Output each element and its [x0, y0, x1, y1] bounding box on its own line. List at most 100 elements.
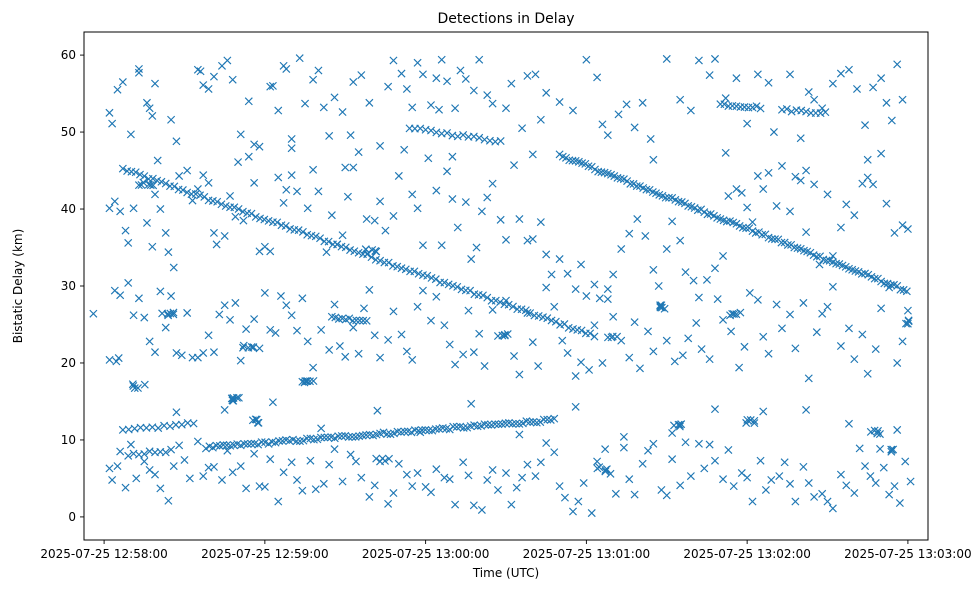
detection-marker: [293, 475, 302, 484]
detection-marker: [823, 190, 832, 199]
detection-marker: [140, 450, 149, 459]
detection-marker: [676, 481, 685, 490]
detection-marker: [223, 446, 232, 455]
detection-marker: [451, 104, 460, 113]
detection-marker: [172, 408, 181, 417]
detection-marker: [852, 84, 862, 93]
detection-marker: [810, 492, 819, 501]
detection-marker: [850, 489, 859, 498]
detection-marker: [597, 168, 606, 177]
detection-marker: [135, 170, 145, 179]
detection-marker: [507, 79, 516, 88]
detection-marker: [431, 275, 440, 284]
detection-marker: [341, 243, 350, 252]
detection-marker: [282, 185, 291, 194]
detection-marker: [753, 70, 762, 79]
detection-marker: [759, 332, 768, 341]
detection-marker: [161, 323, 170, 332]
detection-marker: [413, 58, 422, 67]
detection-marker: [483, 91, 492, 100]
detection-marker: [250, 315, 259, 324]
detection-marker: [293, 187, 302, 196]
detection-marker: [786, 70, 795, 79]
detection-marker: [220, 405, 229, 414]
detection-marker: [355, 316, 364, 325]
x-tick-label: 2025-07-25 12:58:00: [40, 547, 167, 561]
detection-marker: [140, 457, 149, 466]
detection-marker: [337, 431, 346, 440]
detection-marker: [661, 193, 670, 202]
detection-marker: [531, 472, 540, 481]
detection-marker: [518, 124, 527, 133]
detection-marker: [134, 64, 143, 73]
detection-marker: [287, 458, 296, 467]
detection-marker: [464, 471, 473, 480]
detection-marker: [893, 358, 902, 367]
detection-marker: [844, 324, 853, 333]
detection-marker: [309, 165, 318, 174]
detection-marker: [243, 440, 252, 449]
detection-marker: [309, 376, 318, 386]
detection-marker: [282, 301, 291, 310]
detection-marker: [512, 483, 521, 492]
detection-marker: [370, 481, 379, 490]
detection-marker: [389, 307, 398, 316]
detection-marker: [161, 448, 170, 457]
detection-marker: [836, 69, 845, 78]
detection-marker: [523, 71, 532, 80]
detection-marker: [325, 460, 334, 469]
detection-marker: [456, 66, 465, 75]
detection-marker: [349, 323, 358, 332]
detection-marker: [635, 364, 644, 373]
detection-marker: [400, 145, 409, 154]
detection-marker: [777, 161, 786, 170]
detection-marker: [879, 463, 888, 472]
detection-marker: [563, 269, 572, 278]
detection-marker: [804, 374, 813, 383]
detection-marker: [536, 458, 545, 467]
detection-marker: [590, 332, 599, 341]
detection-marker: [327, 211, 336, 220]
detection-marker: [873, 426, 882, 435]
detection-marker: [496, 137, 505, 146]
detection-marker: [767, 475, 776, 484]
detection-marker: [786, 479, 795, 488]
detection-marker: [889, 445, 898, 454]
detection-marker: [431, 425, 440, 434]
detection-marker: [844, 419, 853, 428]
detection-marker: [238, 343, 248, 352]
detection-marker: [836, 342, 845, 351]
detection-marker: [727, 327, 736, 336]
detection-marker: [250, 140, 259, 149]
detection-marker: [769, 128, 778, 137]
detection-marker: [365, 98, 374, 107]
detection-marker: [170, 182, 179, 191]
detection-marker: [483, 475, 492, 484]
detection-marker: [172, 137, 181, 146]
detection-marker: [681, 268, 690, 277]
x-tick-label: 2025-07-25 13:01:00: [523, 547, 650, 561]
detection-marker: [721, 148, 730, 157]
detection-marker: [324, 237, 333, 246]
detection-marker: [791, 497, 800, 506]
detection-marker: [662, 245, 671, 254]
detection-marker: [764, 168, 773, 177]
detection-marker: [550, 414, 559, 423]
detection-marker: [242, 484, 251, 493]
detection-marker: [693, 206, 702, 215]
detection-marker: [777, 105, 786, 114]
detection-marker: [298, 294, 307, 303]
detection-marker: [226, 315, 235, 324]
detection-marker: [118, 78, 127, 87]
detection-marker: [370, 216, 379, 225]
detection-marker: [710, 456, 719, 465]
detection-marker: [359, 304, 369, 313]
detection-marker: [869, 83, 878, 92]
detection-marker: [508, 419, 517, 428]
detection-marker: [523, 236, 532, 245]
detection-marker: [157, 177, 166, 186]
detection-marker: [703, 210, 712, 219]
detection-marker: [346, 450, 355, 459]
detection-marker: [393, 262, 402, 271]
detection-marker: [394, 459, 403, 468]
